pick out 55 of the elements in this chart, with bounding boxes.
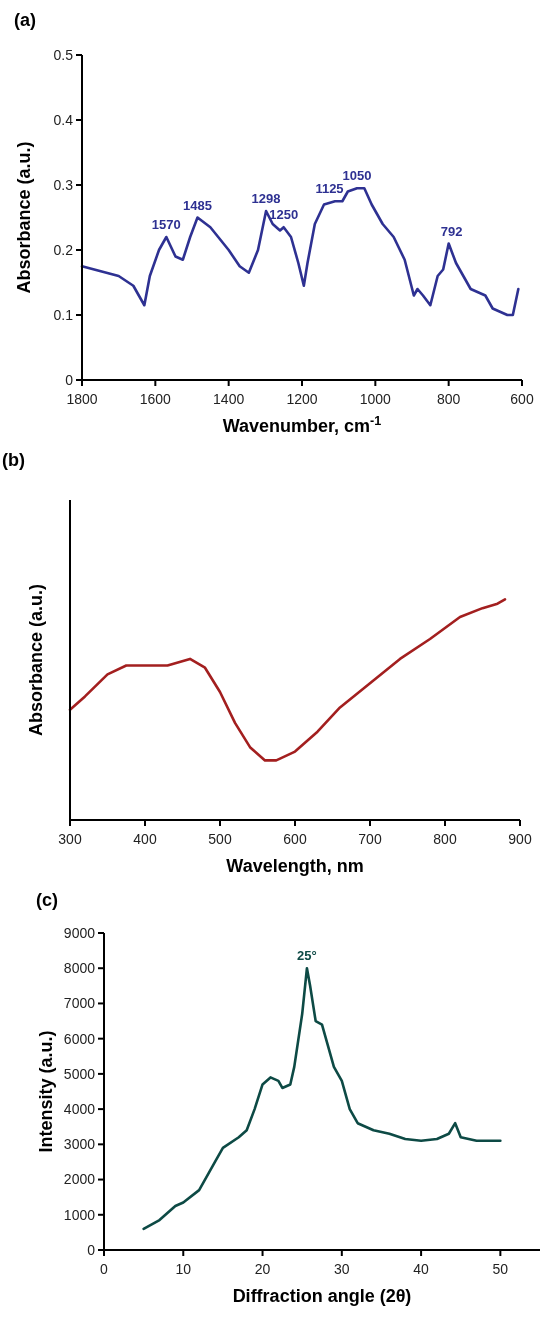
y-axis-title: Absorbance (a.u.): [26, 583, 46, 737]
x-tick-label: 0: [100, 1261, 109, 1277]
x-tick-label: 1800: [66, 391, 98, 407]
y-tick-label: 1000: [63, 1206, 96, 1223]
annotation: 1050: [342, 168, 372, 184]
x-tick-label: 10: [175, 1261, 192, 1277]
x-axis-title: Wavelength, nm: [226, 856, 364, 876]
line-series: [142, 966, 502, 1231]
chart-title: (c): [36, 890, 58, 910]
y-tick-label: 0.1: [53, 306, 74, 323]
y-tick-label: 0.4: [53, 111, 74, 128]
x-tick-label: 700: [358, 831, 382, 847]
y-tick-label: 3000: [63, 1136, 96, 1153]
annotation: 25°: [297, 948, 317, 964]
y-tick-label: 6000: [63, 1030, 96, 1047]
line-series: [80, 186, 520, 317]
y-tick-label: 0: [87, 1241, 96, 1258]
y-tick-label: 0.5: [53, 46, 74, 63]
annotation: 1570: [151, 217, 181, 232]
annotation: 1485: [183, 197, 212, 213]
x-tick-label: 1600: [139, 391, 172, 407]
x-axis-title: Diffraction angle (2θ): [232, 1286, 412, 1306]
x-tick-label: 900: [508, 831, 532, 847]
annotation: 1125: [315, 181, 344, 197]
x-tick-label: 30: [334, 1261, 350, 1277]
x-tick-label: 20: [254, 1261, 271, 1277]
y-tick-label: 8000: [63, 960, 96, 977]
x-tick-label: 1400: [213, 391, 245, 407]
x-tick-label: 800: [433, 831, 457, 847]
y-axis-title: Absorbance (a.u.): [14, 141, 34, 294]
x-tick-label: 600: [283, 831, 307, 847]
chart-title: (a): [14, 10, 36, 30]
x-tick-label: 400: [133, 831, 157, 847]
y-tick-label: 7000: [63, 995, 96, 1012]
chart-title: (b): [2, 450, 25, 470]
x-tick-label: 300: [58, 831, 82, 847]
y-tick-label: 2000: [63, 1171, 96, 1188]
x-tick-label: 40: [413, 1261, 430, 1277]
x-tick-label: 800: [436, 391, 461, 407]
x-tick-label: 1000: [359, 391, 392, 407]
annotation: 1298: [251, 191, 281, 206]
y-tick-label: 5000: [63, 1065, 96, 1082]
y-tick-label: 4000: [63, 1101, 96, 1118]
x-tick-label: 50: [492, 1261, 509, 1277]
x-tick-label: 1200: [286, 391, 318, 407]
annotation: 1250: [269, 207, 299, 223]
y-tick-label: 0.3: [53, 176, 74, 193]
x-tick-label: 500: [208, 831, 232, 847]
y-tick-label: 9000: [63, 924, 96, 941]
annotation: 792: [440, 223, 463, 239]
x-tick-label: 600: [510, 391, 534, 407]
y-tick-label: 0: [65, 371, 74, 388]
y-tick-label: 0.2: [53, 241, 74, 258]
x-axis-title: Wavenumber, cm$^{-1}$: [222, 414, 382, 436]
y-axis-title: Intensity (a.u.): [36, 1030, 56, 1153]
